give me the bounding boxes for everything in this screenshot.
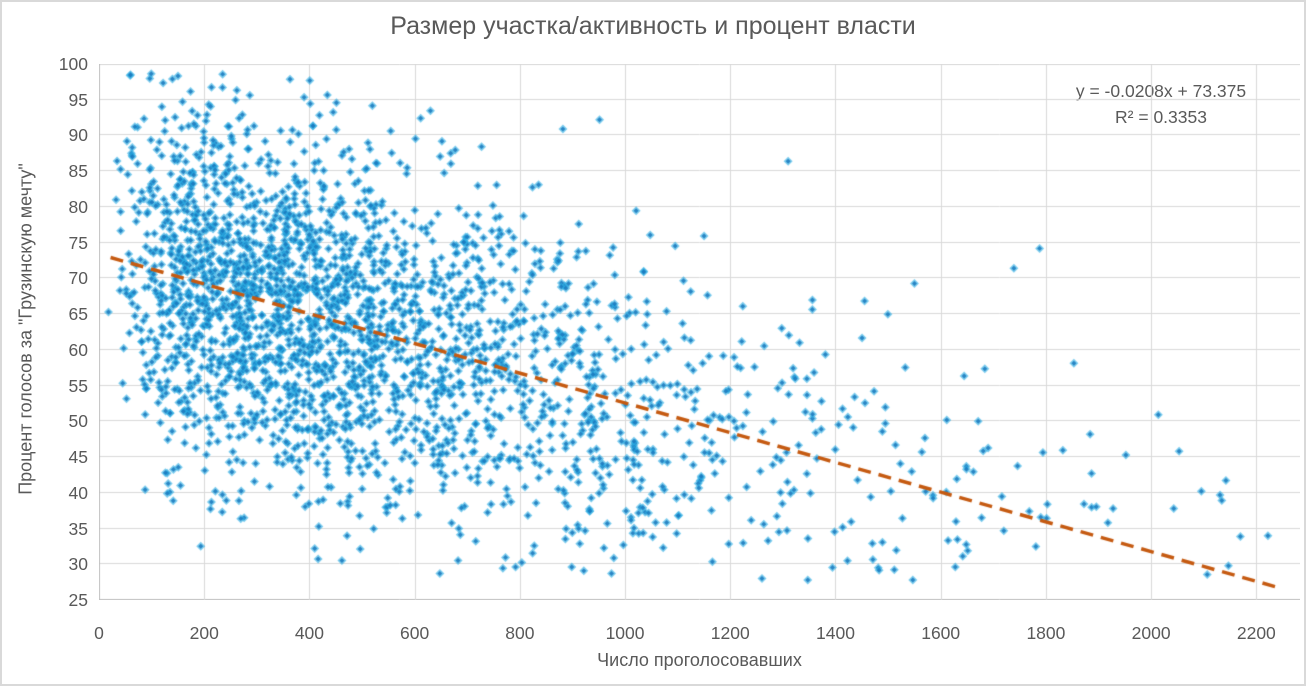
x-tick-label: 2000 [1131, 623, 1171, 643]
y-tick-label: 30 [68, 554, 88, 575]
x-tick-label: 1400 [816, 623, 855, 643]
y-tick-label: 65 [68, 304, 88, 325]
plot-area[interactable] [99, 64, 1300, 600]
y-tick-label: 95 [68, 89, 88, 110]
x-tick-label: 1600 [921, 623, 961, 643]
y-axis-title: Процент голосов за "Грузинскую мечту" [15, 163, 36, 495]
y-tick-label: 100 [58, 54, 88, 74]
y-tick-label: 90 [68, 125, 88, 146]
x-tick-label: 600 [400, 623, 430, 643]
x-tick-label: 1000 [605, 623, 645, 643]
y-tick-label: 75 [68, 232, 88, 253]
x-tick-label: 400 [294, 623, 325, 643]
y-tick-label: 35 [68, 518, 88, 539]
x-tick-label: 2200 [1236, 623, 1276, 643]
y-tick-label: 70 [68, 268, 88, 289]
y-tick-label: 55 [68, 375, 88, 396]
y-tick-label: 45 [68, 447, 88, 468]
chart-title: Размер участка/активность и процент влас… [390, 12, 916, 40]
y-tick-label: 25 [68, 590, 88, 610]
y-tick-label: 40 [68, 482, 88, 503]
x-tick-label: 800 [505, 623, 535, 643]
y-tick-label: 60 [68, 339, 88, 360]
y-tick-label: 85 [68, 161, 88, 182]
x-tick-label: 200 [189, 623, 219, 643]
y-tick-label: 80 [68, 196, 88, 217]
y-tick-label: 50 [68, 411, 88, 432]
x-tick-label: 0 [94, 623, 104, 643]
x-tick-label: 1200 [710, 623, 750, 643]
x-tick-label: 1800 [1026, 623, 1066, 643]
x-axis-title: Число проголосовавших [597, 650, 802, 670]
